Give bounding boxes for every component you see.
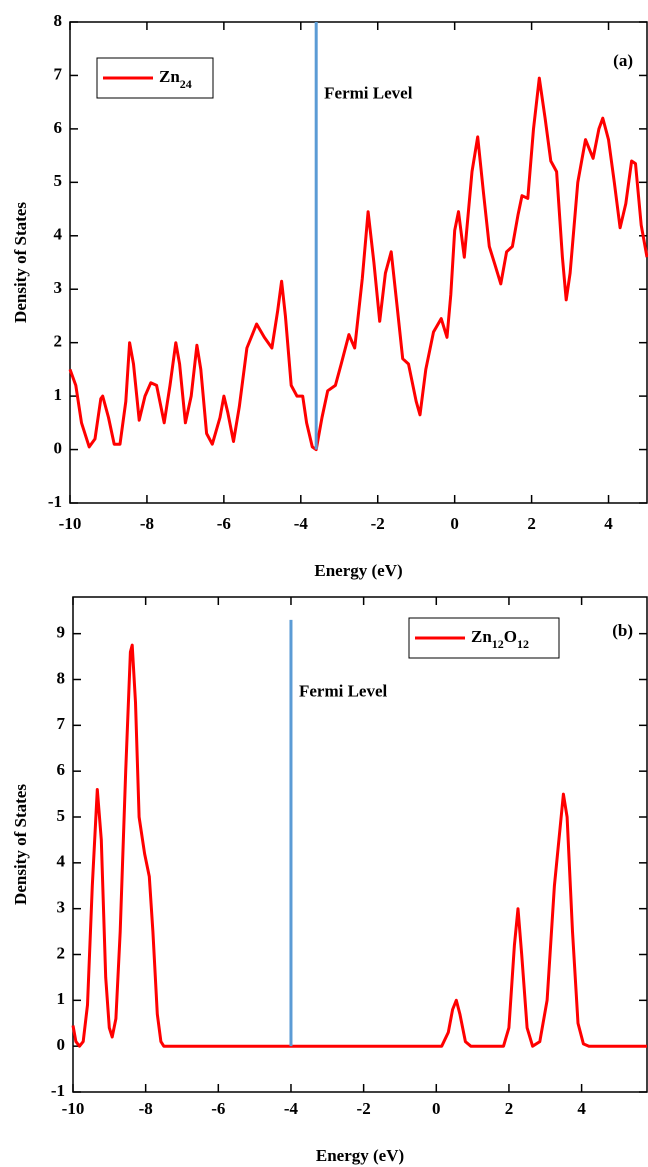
plot-frame [72,596,648,1093]
y-tick-label: 7 [57,714,66,733]
dos-line [71,643,647,1048]
y-tick-label: 9 [57,623,66,642]
x-tick-label: 0 [432,1099,441,1118]
x-tick-label: -10 [62,1099,85,1118]
x-tick-label: 0 [450,514,459,533]
y-tick-label: 4 [54,225,63,244]
x-tick-label: -2 [357,1099,371,1118]
text-part: Zn [159,67,180,86]
fermi-label: Fermi Level [299,681,388,700]
y-tick-label: 5 [54,171,63,190]
x-tick-label: -6 [217,514,231,533]
text-part: O [504,627,517,646]
x-axis-label: Energy (eV) [316,1146,404,1165]
y-axis-label: Density of States [11,202,30,323]
subscript: 12 [517,637,529,651]
y-tick-label: 5 [57,806,66,825]
y-tick-label: 3 [57,898,66,917]
x-tick-label: -8 [140,514,154,533]
x-tick-label: -6 [211,1099,225,1118]
y-tick-label: 1 [54,385,63,404]
y-tick-label: 4 [57,852,66,871]
y-tick-label: 6 [57,760,66,779]
plot-frame [69,21,648,504]
x-tick-label: -4 [284,1099,299,1118]
subscript: 12 [492,637,504,651]
x-tick-label: -4 [294,514,309,533]
panel-label: (a) [613,51,633,70]
y-tick-label: 0 [57,1035,66,1054]
y-tick-label: 8 [54,11,63,30]
x-tick-label: 4 [577,1099,586,1118]
y-axis-label: Density of States [11,784,30,905]
y-tick-label: 0 [54,438,63,457]
x-tick-label: -8 [139,1099,153,1118]
y-tick-label: 8 [57,668,66,687]
legend-label: Zn24 [159,67,192,91]
x-tick-label: -10 [59,514,82,533]
y-tick-label: 1 [57,989,66,1008]
y-tick-label: -1 [51,1081,65,1100]
x-tick-label: -2 [371,514,385,533]
x-tick-label: 2 [527,514,536,533]
legend-label: Zn12O12 [471,627,529,651]
panel-label: (b) [612,621,633,640]
fermi-label: Fermi Level [324,84,413,103]
y-tick-label: 3 [54,278,63,297]
y-tick-label: 2 [57,943,66,962]
dos-line [68,76,648,452]
x-axis-label: Energy (eV) [314,561,402,580]
y-tick-label: 7 [54,64,63,83]
y-tick-label: -1 [48,492,62,511]
y-tick-label: 2 [54,332,63,351]
x-tick-label: 2 [505,1099,514,1118]
subscript: 24 [180,77,192,91]
x-tick-label: 4 [604,514,613,533]
y-tick-label: 6 [54,118,63,137]
text-part: Zn [471,627,492,646]
